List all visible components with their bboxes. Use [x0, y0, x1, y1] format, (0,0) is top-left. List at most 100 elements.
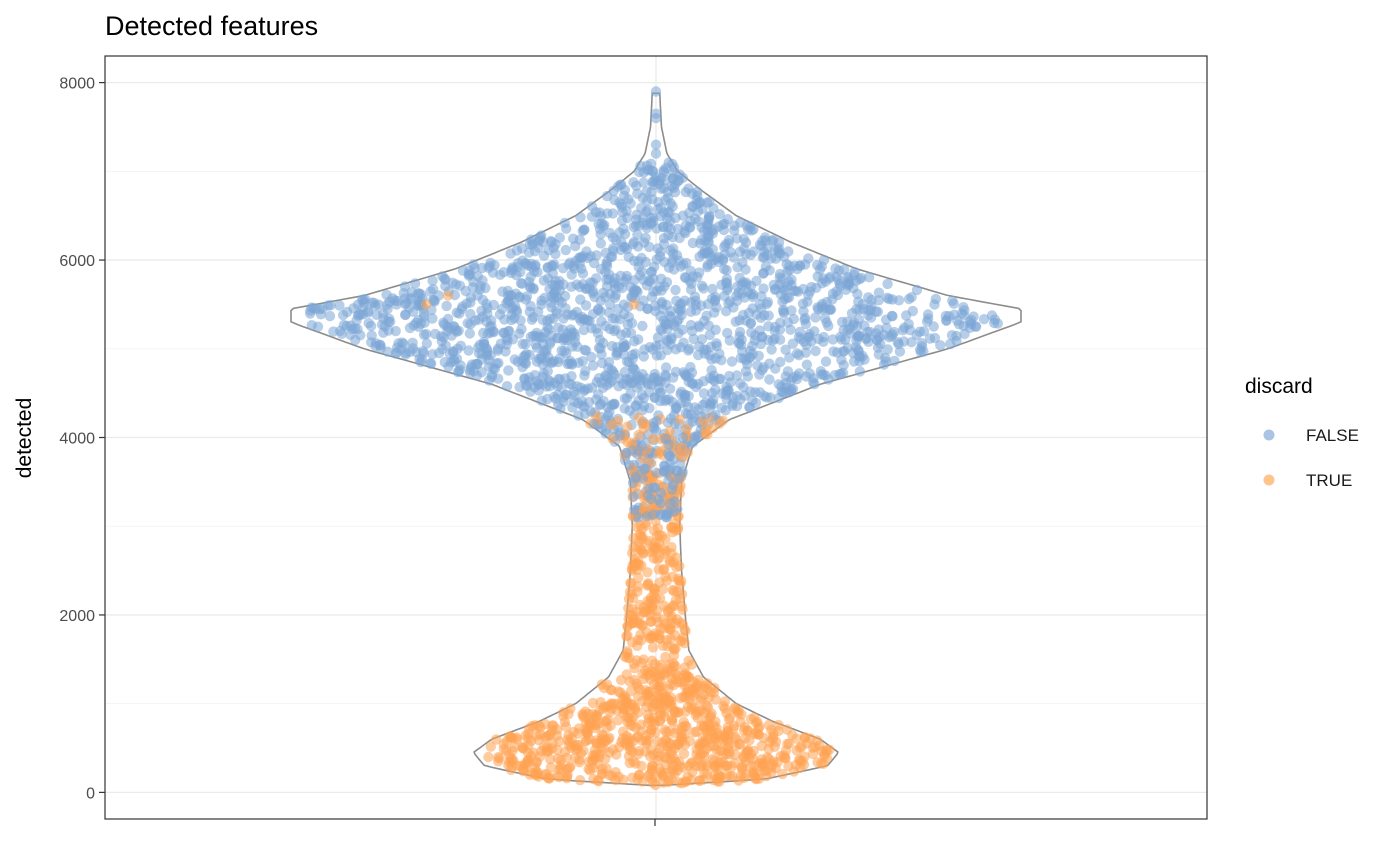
point-true [717, 415, 728, 426]
point-true [583, 756, 594, 767]
point-true [614, 742, 625, 753]
point-false [799, 314, 810, 325]
point-false [817, 298, 828, 310]
point-false [644, 483, 655, 494]
point-false [666, 333, 677, 345]
point-false [485, 350, 496, 361]
point-false [400, 309, 411, 320]
point-false [602, 410, 614, 421]
point-true [573, 723, 585, 734]
point-false [720, 389, 732, 400]
point-true [420, 299, 432, 310]
point-true [657, 584, 669, 595]
point-true [610, 767, 621, 778]
point-true [600, 753, 611, 764]
point-false [911, 284, 923, 296]
point-true [647, 433, 658, 445]
point-false [690, 295, 701, 307]
point-false [840, 334, 851, 345]
point-false [685, 319, 697, 331]
point-false [734, 326, 746, 338]
point-true [727, 770, 738, 782]
point-true [523, 739, 534, 751]
point-false [810, 312, 821, 323]
point-false [665, 216, 676, 227]
point-true [677, 604, 688, 615]
point-false [452, 343, 463, 354]
point-false [591, 250, 602, 261]
point-false [726, 356, 738, 367]
point-false [699, 348, 710, 359]
point-false [382, 346, 393, 357]
point-false [827, 288, 839, 299]
point-false [337, 309, 349, 321]
point-false [689, 431, 700, 443]
point-false [628, 177, 639, 188]
point-false [353, 309, 364, 320]
point-false [416, 354, 428, 365]
point-false [641, 511, 652, 522]
point-false [718, 224, 730, 236]
point-false [882, 344, 893, 355]
point-false [624, 460, 635, 471]
point-false [633, 256, 644, 267]
point-true [648, 525, 660, 536]
point-false [958, 302, 969, 313]
point-true [661, 735, 672, 746]
point-true [578, 711, 589, 723]
point-false [615, 244, 627, 256]
point-false [603, 356, 615, 368]
point-false [659, 460, 670, 472]
point-false [787, 338, 798, 349]
point-false [546, 260, 557, 271]
point-true [636, 657, 648, 668]
point-true [708, 741, 719, 752]
point-true [530, 769, 542, 781]
point-true [667, 571, 678, 582]
point-false [647, 176, 658, 188]
point-true [796, 741, 807, 752]
point-true [654, 552, 665, 563]
point-false [632, 241, 644, 252]
point-false [766, 235, 778, 246]
point-false [457, 265, 469, 276]
point-false [601, 190, 613, 202]
point-false [863, 336, 874, 347]
point-false [633, 220, 645, 231]
point-false [854, 356, 865, 367]
point-true [654, 662, 665, 673]
point-false [633, 512, 644, 523]
point-false [915, 346, 926, 358]
point-false [578, 324, 589, 336]
point-false [711, 340, 722, 352]
point-false [916, 338, 927, 349]
point-false [652, 332, 664, 343]
point-false [687, 188, 698, 199]
point-true [624, 733, 635, 744]
point-false [729, 225, 740, 236]
point-false [740, 264, 751, 275]
point-false [477, 311, 488, 322]
point-true [678, 691, 689, 703]
point-true [583, 763, 594, 775]
point-false [683, 345, 694, 356]
point-false [464, 328, 475, 339]
point-false [673, 255, 685, 266]
point-true [679, 720, 691, 731]
point-true [523, 754, 534, 766]
point-true [647, 632, 659, 643]
point-true [679, 662, 690, 673]
point-false [656, 285, 667, 296]
point-false [685, 215, 696, 227]
point-false [692, 206, 704, 217]
point-true [629, 674, 640, 686]
point-false [951, 335, 962, 347]
point-false [576, 311, 588, 323]
point-false [812, 271, 823, 282]
point-false [621, 447, 632, 459]
point-true [648, 749, 659, 761]
point-false [773, 392, 784, 404]
point-false [696, 334, 708, 345]
point-false [744, 401, 755, 413]
point-false [505, 248, 516, 259]
